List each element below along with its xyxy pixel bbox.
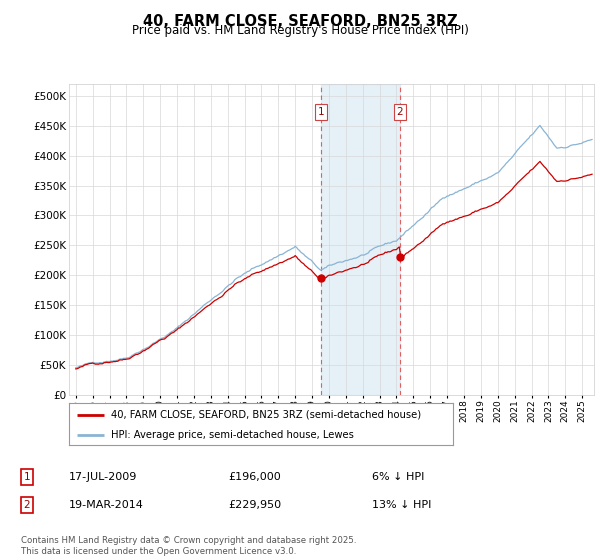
Text: Price paid vs. HM Land Registry's House Price Index (HPI): Price paid vs. HM Land Registry's House … <box>131 24 469 37</box>
Text: 2: 2 <box>23 500 31 510</box>
Text: 40, FARM CLOSE, SEAFORD, BN25 3RZ: 40, FARM CLOSE, SEAFORD, BN25 3RZ <box>143 14 457 29</box>
Text: 19-MAR-2014: 19-MAR-2014 <box>69 500 144 510</box>
Text: 1: 1 <box>23 472 31 482</box>
Text: Contains HM Land Registry data © Crown copyright and database right 2025.
This d: Contains HM Land Registry data © Crown c… <box>21 536 356 556</box>
Bar <box>321 84 400 395</box>
Text: 2: 2 <box>397 107 403 117</box>
Text: £196,000: £196,000 <box>228 472 281 482</box>
Text: 17-JUL-2009: 17-JUL-2009 <box>69 472 137 482</box>
Text: £229,950: £229,950 <box>228 500 281 510</box>
Text: 13% ↓ HPI: 13% ↓ HPI <box>372 500 431 510</box>
Text: 6% ↓ HPI: 6% ↓ HPI <box>372 472 424 482</box>
Text: 40, FARM CLOSE, SEAFORD, BN25 3RZ (semi-detached house): 40, FARM CLOSE, SEAFORD, BN25 3RZ (semi-… <box>111 410 421 420</box>
Text: 1: 1 <box>318 107 325 117</box>
Text: HPI: Average price, semi-detached house, Lewes: HPI: Average price, semi-detached house,… <box>111 430 354 440</box>
